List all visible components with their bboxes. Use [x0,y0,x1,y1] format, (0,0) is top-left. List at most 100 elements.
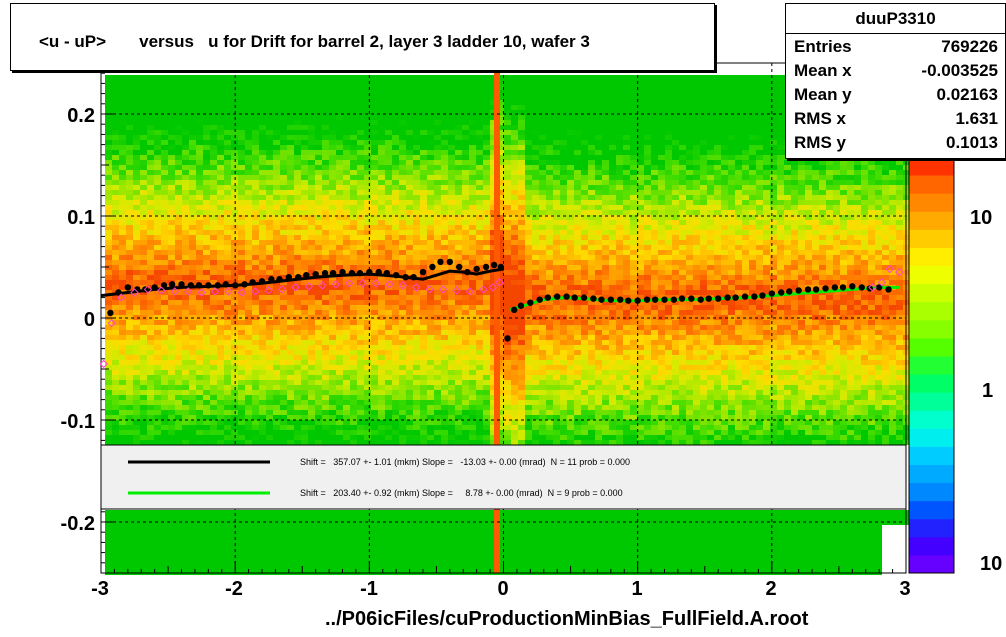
x-tick-label: 1 [631,578,642,600]
y-tick-label: 0.2 [67,105,95,127]
data-point [224,287,233,296]
data-point [419,268,427,276]
data-point [168,281,176,288]
data-point [563,293,570,300]
axis-ticks [100,62,907,574]
data-point [661,296,668,303]
data-point [697,296,704,303]
data-point [804,286,812,293]
data-point [160,282,168,289]
stats-separator [786,33,1005,34]
data-point [170,287,179,296]
data-point [258,278,266,285]
data-point [425,285,434,294]
y-tick-label: 0.1 [67,207,95,229]
legend-text-1: Shift = 203.40 +- 0.92 (mkm) Slope = 8.7… [300,488,623,498]
title-box: <u - uP> versus u for Drift for barrel 2… [10,3,715,71]
data-point [465,287,475,296]
data-point [214,282,221,289]
data-point [822,285,829,292]
data-point [237,288,247,297]
data-point [580,294,588,301]
stats-value: 0.02163 [936,85,998,104]
grid-lines [101,63,906,573]
data-point [187,282,195,289]
data-point [885,286,892,293]
data-point [318,281,327,290]
stats-label: RMS x [794,109,846,128]
data-point [304,282,314,291]
data-point [479,285,488,294]
data-point [303,271,310,279]
data-point [885,264,895,274]
data-point [268,276,275,283]
data-point [527,299,534,306]
data-point [536,296,543,303]
data-point [222,281,229,288]
data-point [598,296,605,303]
data-point [231,282,239,289]
data-point [205,282,212,289]
x-axis-label: ../P06icFiles/cuProductionMinBias_FullFi… [325,608,809,630]
x-tick-label: 0 [497,578,508,600]
data-point [124,284,132,291]
stats-label: Mean y [794,85,852,104]
y-tick-label: -0.1 [61,411,95,433]
data-point [358,279,367,288]
data-point [115,289,122,296]
stats-label: Mean x [794,61,852,80]
data-point [210,287,220,296]
data-point [142,286,149,293]
data-point [251,287,260,296]
data-point [356,269,364,277]
data-point [134,286,141,293]
data-point [178,281,185,288]
data-point [473,265,480,273]
x-tick-label: -1 [360,578,378,600]
data-point [429,263,436,271]
data-point [875,284,883,291]
x-tick-label: -2 [225,578,243,600]
data-point [490,261,498,269]
data-point [607,296,615,303]
data-point [517,302,525,309]
data-point [839,284,847,291]
data-point [786,288,793,295]
heatmap-cells [105,70,910,575]
data-point [868,283,877,292]
data-point [438,285,448,294]
data-point [402,274,409,281]
fit-legend: Shift = 357.07 +- 1.01 (mkm) Slope = -13… [100,444,907,510]
data-point [778,289,785,296]
data-point [277,285,287,294]
data-point [321,269,329,277]
z-tick-label: 10 [980,553,1002,575]
stats-label: RMS y [794,133,846,152]
data-point [732,294,739,301]
data-point [651,296,659,303]
data-point [412,283,421,292]
data-point [795,287,802,294]
z-tick-label: 10 [970,207,992,229]
legend-text-0: Shift = 357.07 +- 1.01 (mkm) Slope = -13… [300,457,630,467]
data-point [724,294,731,301]
y-tick-label: 0 [84,309,95,331]
data-point [452,286,461,295]
data-point [107,318,116,328]
data-point [241,281,248,288]
data-point [410,274,417,281]
data-point [385,280,394,289]
data-point [398,281,408,290]
data-point [464,268,471,276]
data-point [184,287,193,296]
data-point [339,268,346,276]
color-palette [908,156,955,574]
data-point [812,286,820,293]
data-point [553,293,561,300]
x-tick-labels: -3 -2 -1 0 1 2 3 [91,578,910,600]
y-tick-labels: -0.2 -0.1 0 0.1 0.2 [61,105,95,535]
z-tick-labels: 10 1 10 [970,207,1002,575]
data-point [705,295,712,302]
data-point [116,293,126,302]
data-point [331,280,340,289]
